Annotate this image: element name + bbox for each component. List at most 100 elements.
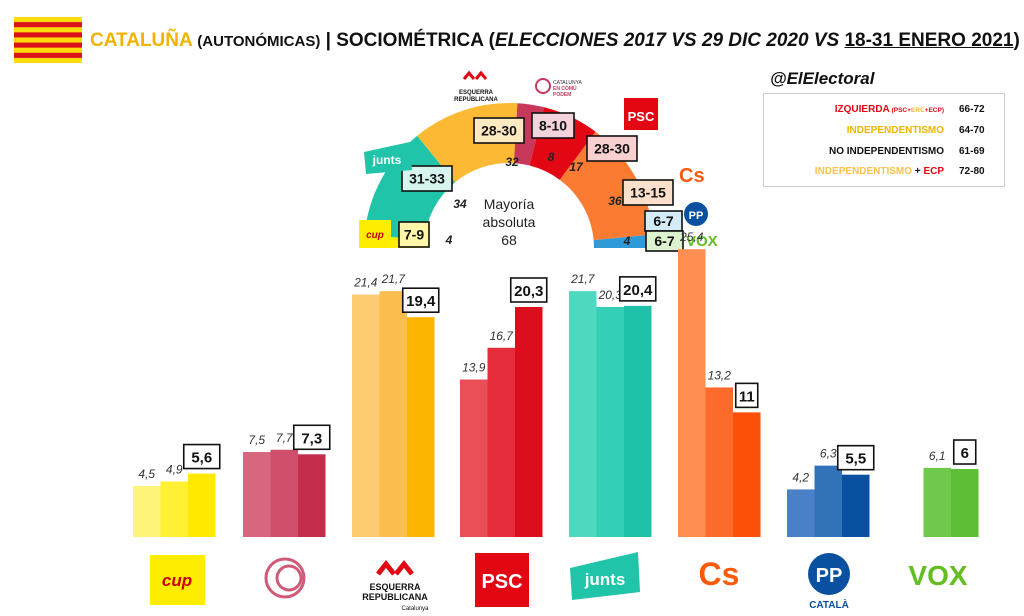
bar-value-label: 21,7 [381, 272, 407, 286]
title-election-type: (AUTONÓMICAS) [197, 33, 321, 50]
bar-value-label: 6,1 [929, 449, 946, 463]
erc-logo-text: ESQUERRA [369, 582, 421, 592]
pp-logo-sub: CATALÀ [809, 598, 849, 611]
bloc-label: NO INDEPENDENTISMO [829, 146, 944, 157]
hemicycle-range-label: 13-15 [630, 185, 666, 201]
bloc-range: 64-70 [959, 125, 985, 136]
bloc-row: IZQUIERDA (PSC+ERC+ECP) 66-72 [764, 100, 1004, 120]
hemicycle-range-label: 31-33 [409, 171, 445, 187]
bar [379, 291, 407, 537]
twitter-handle: @ElElectoral [770, 69, 875, 88]
bar-value-box [292, 424, 331, 451]
hemicycle-seats-label: 32 [505, 155, 519, 169]
bar-value-label: 4,2 [792, 470, 809, 484]
bar [188, 473, 216, 537]
bar [733, 412, 761, 537]
pp-logo-icon [808, 553, 850, 595]
bloc-label-detail-part: ERC [910, 107, 925, 114]
bar [705, 387, 733, 537]
pp-logo-icon [684, 202, 708, 226]
ecp-logo-icon [264, 557, 306, 599]
bar-value-box [836, 444, 875, 471]
bloc-range: 61-69 [959, 146, 985, 157]
title-region: CATALUÑA [90, 30, 193, 51]
majority-label: Mayoría [484, 196, 535, 212]
bar-value-box [401, 287, 440, 313]
bloc-range: 66-72 [959, 104, 985, 115]
hemicycle-seats-label: 17 [569, 160, 584, 174]
bar-value-label: 25,4 [679, 230, 704, 244]
bloc-label-suffix: ECP [923, 166, 944, 177]
erc-logo-text: Catalunya [401, 606, 429, 612]
hemicycle-range-box [645, 230, 684, 252]
hemicycle-seats-label: 4 [445, 233, 453, 247]
bar [133, 486, 161, 537]
erc-logo-icon [462, 70, 488, 80]
bar [842, 474, 870, 537]
junts-logo-icon [570, 552, 640, 600]
bloc-label-detail-part: ( [891, 107, 894, 114]
psc-logo-icon [475, 553, 529, 607]
psc-logo-icon [624, 98, 658, 130]
title-open-paren: ( [483, 30, 495, 51]
majority-label: absoluta [483, 214, 536, 230]
bloc-row: INDEPENDENTISMO + ECP 72-80 [764, 162, 1004, 182]
bar-value-label: 7,7 [276, 431, 294, 445]
bloc-label-text: INDEPENDENTISMO [846, 125, 944, 136]
bar [160, 481, 188, 537]
bloc-label: IZQUIERDA (PSC+ERC+ECP) [835, 104, 944, 115]
hemicycle-range-label: 6-7 [654, 233, 674, 249]
hemicycle-range-label: 7-9 [404, 227, 424, 243]
hemicycle-range-box [398, 221, 430, 248]
psc-logo-text: PSC [628, 109, 655, 124]
bar [787, 489, 815, 537]
bloc-label-text: INDEPENDENTISMO [814, 166, 913, 177]
hemicycle-seats-label: 36 [608, 194, 622, 208]
bar-value-label: 20,3 [598, 288, 623, 302]
title-pollster: SOCIOMÉTRICA [336, 30, 484, 51]
ecp-logo-text: EN COMÚ [553, 85, 577, 92]
bar [270, 449, 298, 537]
bloc-label-plus: + [912, 166, 924, 177]
hemicycle-range-box [586, 135, 638, 162]
hemicycle-range-box [622, 179, 674, 206]
bar-value-label: 21,7 [570, 272, 596, 286]
hemicycle-range-label: 8-10 [539, 118, 567, 134]
bar [298, 454, 326, 537]
bar-value-label: 4,5 [138, 467, 155, 481]
bloc-row: NO INDEPENDENTISMO 61-69 [764, 142, 1004, 162]
majority-value: 68 [501, 232, 517, 248]
bloc-label-detail: (PSC+ERC+ECP) [890, 107, 944, 114]
psc-logo-text: PSC [481, 571, 522, 593]
bar-value-label: 19,4 [406, 293, 436, 310]
bar-value-label: 20,3 [514, 283, 543, 300]
bloc-label-detail-part: ) [941, 107, 944, 114]
bloc-label: INDEPENDENTISMO + ECP [815, 166, 944, 177]
bar-value-label: 11 [739, 388, 755, 405]
bar [624, 305, 652, 537]
bloc-label-detail-part: + [924, 107, 929, 114]
bar-value-label: 6,3 [820, 447, 837, 461]
title-comparison: ELECCIONES 2017 VS 29 DIC 2020 VS [494, 30, 845, 51]
hemicycle-segment [593, 234, 654, 248]
bar-value-box [509, 277, 548, 303]
cs-logo-text: Cs [699, 556, 740, 592]
bar-value-box [952, 439, 977, 465]
hemicycle-seats-label: 34 [453, 197, 467, 211]
bar-value-label: 13,9 [462, 361, 486, 375]
title-close-paren: ) [1013, 30, 1020, 51]
bar-value-box [618, 276, 657, 302]
ecp-logo-text: CATALUNYA [553, 80, 583, 86]
junts-logo-text: junts [584, 570, 626, 589]
ecp-logo-icon [535, 78, 551, 94]
bloc-label-detail-part: PSC [893, 107, 908, 114]
bloc-row: INDEPENDENTISMO 64-70 [764, 121, 1004, 141]
bar [460, 379, 488, 537]
junts-logo-text: junts [372, 153, 402, 167]
bar-value-label: 5,5 [845, 451, 866, 468]
bar-value-box [182, 443, 221, 470]
bar [515, 307, 543, 537]
hemicycle-range-box [473, 117, 525, 144]
bar-value-label: 16,7 [490, 329, 515, 343]
